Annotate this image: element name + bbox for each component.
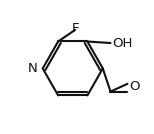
Text: N: N <box>28 62 37 75</box>
Text: OH: OH <box>112 37 132 50</box>
Text: O: O <box>130 80 140 93</box>
Text: F: F <box>71 22 79 35</box>
